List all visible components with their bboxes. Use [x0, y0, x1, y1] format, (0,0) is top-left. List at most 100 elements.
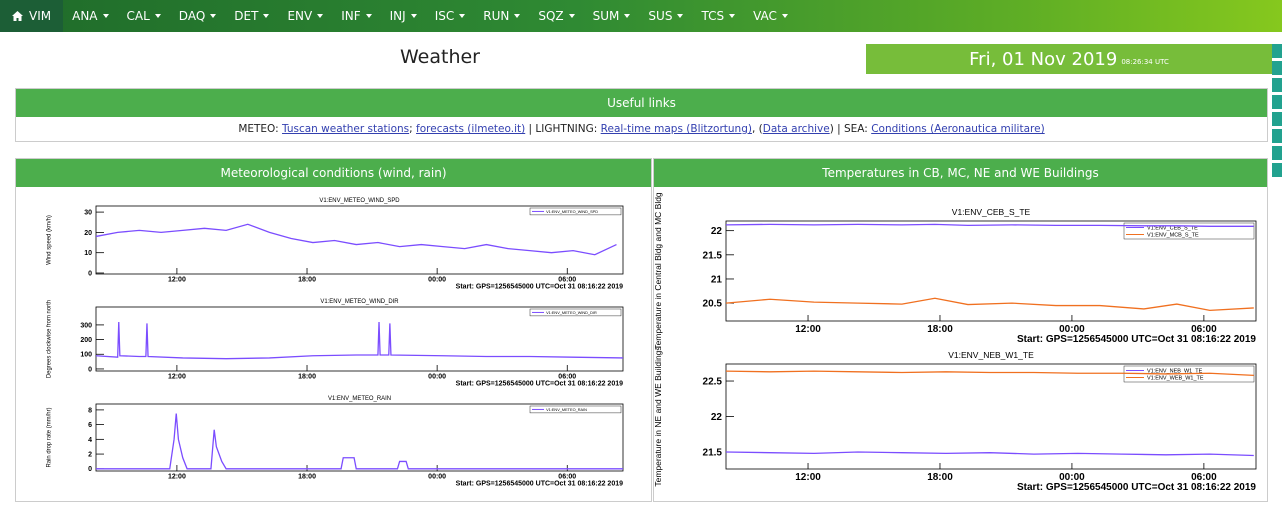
- nav-label: ENV: [287, 9, 313, 23]
- nav-item[interactable]: INF: [332, 0, 380, 32]
- legend-label: V1:ENV_METEO_WIND_DIR: [546, 311, 597, 315]
- y-tick-label: 8: [88, 407, 92, 414]
- series-line: [725, 451, 1254, 457]
- home-icon: [12, 11, 23, 21]
- nav-label: ANA: [72, 9, 98, 23]
- legend-label: V1:ENV_METEO_RAIN: [546, 408, 587, 412]
- nav-item[interactable]: TCS: [692, 0, 744, 32]
- nav-label: TCS: [701, 9, 725, 23]
- y-tick-label: 2: [88, 452, 92, 459]
- text: METEO:: [238, 123, 283, 135]
- y-tick-label: 0: [88, 466, 92, 473]
- y-tick-label: 20.5: [703, 299, 723, 310]
- link[interactable]: forecasts (ilmeteo.it): [416, 123, 526, 135]
- x-tick-label: 12:00: [168, 277, 186, 284]
- nav-item[interactable]: INJ: [381, 0, 426, 32]
- tool[interactable]: [1272, 95, 1282, 109]
- y-tick-label: 4: [88, 437, 92, 444]
- tool[interactable]: [1272, 129, 1282, 143]
- legend-label: V1:ENV_NEB_W1_TE: [1147, 369, 1203, 375]
- nav-item[interactable]: SUS: [639, 0, 692, 32]
- y-tick-label: 30: [84, 210, 92, 217]
- link[interactable]: Real-time maps (Blitzortung): [600, 123, 752, 135]
- chart-title: V1:ENV_METEO_RAIN: [328, 396, 391, 402]
- x-tick-label: 06:00: [558, 277, 576, 284]
- chart-title: V1:ENV_CEB_S_TE: [952, 207, 1031, 217]
- nav-label: CAL: [126, 9, 150, 23]
- nav-label: DET: [234, 9, 259, 23]
- nav-item[interactable]: DET: [225, 0, 278, 32]
- tool[interactable]: [1272, 112, 1282, 126]
- page-title: Weather: [400, 46, 480, 68]
- chart: V1:ENV_METEO_WIND_DIR Degrees clockwise f…: [47, 299, 624, 388]
- x-tick-label: 12:00: [168, 374, 186, 381]
- x-tick-label: 18:00: [927, 324, 953, 335]
- nav-label: DAQ: [178, 9, 206, 23]
- panel: Meteorological conditions (wind, rain) V1…: [15, 158, 652, 502]
- x-tick-label: 06:00: [558, 474, 576, 481]
- series-line: [725, 370, 1254, 377]
- y-tick-label: 0: [88, 366, 92, 373]
- x-tick-label: 12:00: [168, 474, 186, 481]
- charts: V1:ENV_METEO_WIND_SPD Wind speed (km/h) 0 1…: [47, 198, 624, 488]
- y-axis-label: Wind speed (km/h): [47, 215, 53, 265]
- tool[interactable]: [1272, 44, 1282, 58]
- nav-item[interactable]: SUM: [584, 0, 640, 32]
- nav-item[interactable]: RUN: [474, 0, 529, 32]
- home-shape: [12, 11, 23, 21]
- y-axis-label: Rain drop rate (mm/hr): [47, 407, 53, 467]
- x-axis-note: Start: GPS=1256545000 UTC=Oct 31 08:16:2…: [456, 481, 623, 488]
- plot-frame: [95, 306, 624, 372]
- x-tick-label: 00:00: [1059, 472, 1085, 483]
- nav-item[interactable]: VIM: [0, 0, 64, 32]
- chart-title: V1:ENV_METEO_WIND_SPD: [319, 198, 399, 204]
- legend-label: V1:ENV_CEB_S_TE: [1147, 226, 1198, 232]
- nav-label: VIM: [29, 9, 52, 23]
- x-tick-label: 00:00: [428, 374, 446, 381]
- nav-item[interactable]: CAL: [118, 0, 170, 32]
- nav-item[interactable]: VAC: [744, 0, 797, 32]
- nav-item[interactable]: ANA: [63, 0, 117, 32]
- legend-box: [529, 308, 622, 317]
- nav-item[interactable]: ENV: [278, 0, 332, 32]
- x-axis-note: Start: GPS=1256545000 UTC=Oct 31 08:16:2…: [1017, 334, 1256, 345]
- nav-label: RUN: [483, 9, 510, 23]
- chart: V1:ENV_METEO_RAIN Rain drop rate (mm/hr) 0…: [47, 396, 624, 488]
- side-tools: [1272, 44, 1282, 180]
- nav-item[interactable]: DAQ: [170, 0, 225, 32]
- navbar: VIM ANA CAL DAQ DET ENV INF INJ ISC RUN SQZ SUM SUS T…: [0, 0, 1282, 32]
- y-tick-label: 6: [88, 422, 92, 429]
- chart: V1:ENV_NEB_W1_TE Temperature in NE and WE…: [654, 346, 1256, 493]
- nav-label: SUS: [648, 9, 673, 23]
- nav-item[interactable]: ISC: [426, 0, 475, 32]
- y-axis-label: Degrees clockwise from north: [47, 300, 53, 378]
- panel-title: Temperatures in CB, MC, NE and WE Buildi…: [654, 159, 1267, 187]
- x-tick-label: 06:00: [1191, 324, 1217, 335]
- links-body: METEO: Tuscan weather stations; forecast…: [16, 117, 1267, 135]
- text: , (: [751, 123, 763, 135]
- x-tick-label: 00:00: [1059, 324, 1085, 335]
- tool[interactable]: [1272, 61, 1282, 75]
- tool[interactable]: [1272, 146, 1282, 160]
- panel-title: Meteorological conditions (wind, rain): [16, 159, 651, 187]
- links-panel: Useful links METEO: Tuscan weather stati…: [15, 88, 1268, 142]
- y-axis-label: Temperature in Central Bldg and MC Bldg: [654, 192, 663, 350]
- link[interactable]: Data archive: [762, 123, 830, 135]
- legend-box: [1123, 222, 1255, 240]
- y-axis-label: Temperature in NE and WE Buildings: [654, 346, 663, 486]
- tool[interactable]: [1272, 163, 1282, 177]
- tool[interactable]: [1272, 78, 1282, 92]
- chart: V1:ENV_METEO_WIND_SPD Wind speed (km/h) 0 1…: [47, 198, 624, 291]
- charts: V1:ENV_CEB_S_TE Temperature in Central Bl…: [654, 192, 1256, 493]
- nav-label: SUM: [592, 9, 620, 23]
- x-tick-label: 18:00: [298, 277, 316, 284]
- nav-item[interactable]: SQZ: [529, 0, 583, 32]
- chart-title: V1:ENV_NEB_W1_TE: [948, 350, 1034, 360]
- nav-label: SQZ: [538, 9, 564, 23]
- text: ;: [409, 123, 417, 135]
- link[interactable]: Tuscan weather stations: [282, 123, 410, 135]
- link[interactable]: Conditions (Aeronautica militare): [871, 123, 1045, 135]
- y-tick-label: 300: [80, 322, 92, 329]
- x-tick-label: 12:00: [795, 472, 821, 483]
